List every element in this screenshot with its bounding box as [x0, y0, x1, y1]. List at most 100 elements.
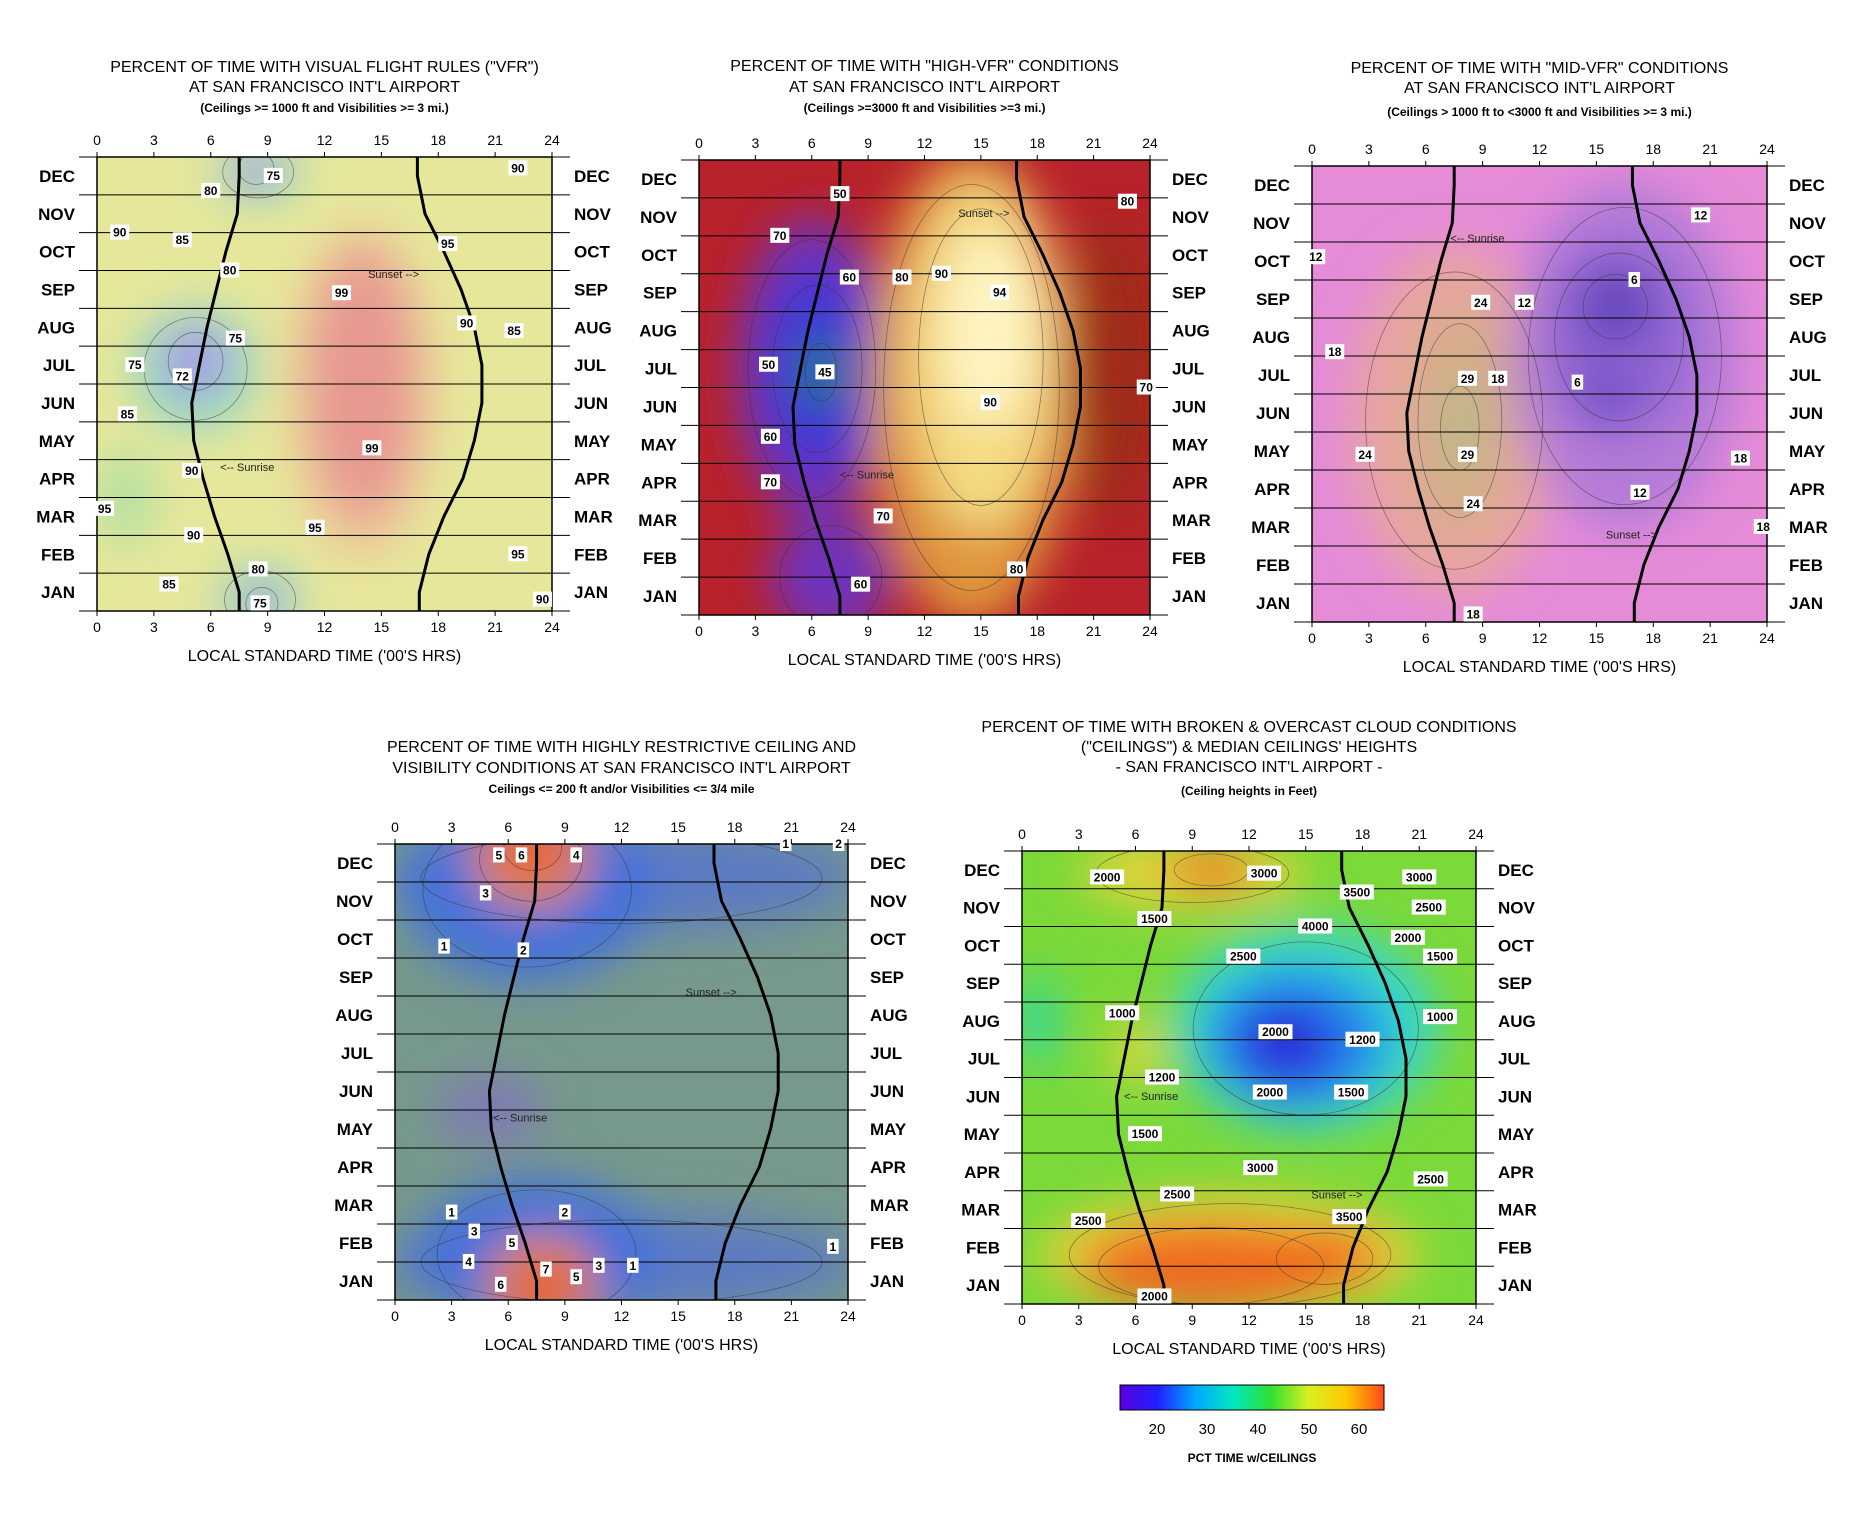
- month-label-left: MAR: [638, 511, 677, 530]
- contour-label-text: 18: [1734, 452, 1748, 466]
- contour-label-bg: [1334, 1084, 1369, 1100]
- contour-label-text: 1200: [1149, 1071, 1176, 1085]
- contour-label-text: 24: [1466, 497, 1480, 511]
- contour-label-text: 2000: [1395, 931, 1422, 945]
- hour-tick-label-bottom: 15: [1589, 630, 1605, 646]
- contour-line: [436, 1189, 637, 1300]
- sunrise-curve: [487, 844, 539, 1300]
- sunrise-curve: [1405, 166, 1456, 622]
- contour-label-text: 1: [782, 837, 789, 851]
- month-label-right: MAR: [1789, 518, 1828, 537]
- panel-title-line: AT SAN FRANCISCO INT'L AIRPORT: [789, 79, 1060, 96]
- contour-label-text: 3000: [1406, 870, 1433, 884]
- contour-value-label: 95: [508, 546, 528, 562]
- contour-label-text: 80: [1010, 563, 1024, 577]
- hour-tick-label-bottom: 0: [93, 619, 101, 635]
- contour-label-bg: [1463, 496, 1483, 512]
- contour-label-text: 1500: [1427, 950, 1454, 964]
- contour-label-bg: [462, 1254, 475, 1269]
- hour-tick-label-top: 18: [1645, 141, 1661, 157]
- hour-tick-label-top: 21: [1411, 826, 1427, 842]
- hour-tick-label-top: 9: [264, 132, 272, 148]
- contour-value-label: 1: [438, 938, 450, 954]
- contour-label-bg: [830, 186, 850, 202]
- contour-label-bg: [533, 591, 553, 607]
- contour-label-bg: [457, 315, 477, 331]
- hour-tick-label-bottom: 18: [430, 619, 446, 635]
- contour-label-text: 95: [441, 237, 455, 251]
- month-label-right: JUL: [1172, 360, 1204, 379]
- contour-value-label: 70: [1136, 379, 1156, 395]
- contour-label-text: 4: [465, 1255, 472, 1269]
- panel-title-line: PERCENT OF TIME WITH BROKEN & OVERCAST C…: [981, 719, 1516, 736]
- contour-label-text: 80: [895, 271, 909, 285]
- contour-value-label: 90: [184, 527, 204, 543]
- hour-tick-label-bottom: 9: [264, 619, 272, 635]
- hour-tick-label-top: 18: [430, 132, 446, 148]
- contour-label-bg: [815, 364, 835, 380]
- contour-label-text: 7: [543, 1263, 550, 1277]
- hour-tick-label-bottom: 24: [544, 619, 560, 635]
- hour-tick-label-bottom: 24: [1759, 630, 1775, 646]
- month-label-left: JAN: [643, 587, 677, 606]
- contour-value-label: 80: [1117, 193, 1137, 209]
- hour-tick-label-bottom: 3: [448, 1308, 456, 1324]
- contour-value-label: 94: [990, 284, 1010, 300]
- contour-label-bg: [506, 1235, 518, 1250]
- contour-label-bg: [1402, 869, 1437, 885]
- contour-label-text: 90: [460, 316, 474, 330]
- panel-title-line: - SAN FRANCISCO INT'L AIRPORT -: [1116, 759, 1383, 776]
- contour-label-text: 85: [176, 233, 190, 247]
- month-label-left: AUG: [335, 1006, 373, 1025]
- month-label-right: JUL: [574, 356, 606, 375]
- month-label-left: MAR: [334, 1196, 373, 1215]
- contour-label-bg: [508, 546, 528, 562]
- contour-value-label: 2: [832, 836, 845, 851]
- contour-label-bg: [1411, 899, 1446, 915]
- month-label-left: FEB: [1256, 556, 1290, 575]
- contour-line: [1554, 252, 1684, 422]
- hour-tick-label-top: 24: [1142, 135, 1158, 151]
- contour-value-label: 5: [506, 1235, 518, 1250]
- hour-tick-label-bottom: 21: [1411, 1312, 1427, 1328]
- contour-value-label: 6: [515, 847, 528, 863]
- contour-label-text: 3: [482, 886, 489, 900]
- hour-tick-label-top: 0: [695, 135, 703, 151]
- contour-label-text: 1: [441, 940, 448, 954]
- color-field: [395, 844, 848, 1300]
- contour-label-bg: [1423, 1009, 1458, 1025]
- contour-value-label: 2000: [1252, 1084, 1287, 1100]
- contour-label-text: 45: [818, 365, 832, 379]
- hour-tick-label-top: 21: [784, 819, 800, 835]
- month-label-left: DEC: [1254, 176, 1290, 195]
- contour-value-label: 12: [1630, 484, 1650, 500]
- colorbar-tick-label: 50: [1301, 1421, 1318, 1438]
- hour-tick-label-bottom: 0: [1308, 630, 1316, 646]
- contour-value-label: 18: [1488, 370, 1508, 386]
- contour-label-bg: [1137, 910, 1172, 926]
- field-blobs: [395, 844, 848, 1300]
- month-label-right: NOV: [870, 892, 908, 911]
- month-label-right: MAY: [870, 1120, 907, 1139]
- contour-value-label: 90: [533, 591, 553, 607]
- sunset-label: Sunset -->: [368, 269, 419, 281]
- sunset-curve: [1340, 851, 1408, 1304]
- panel-title-line: PERCENT OF TIME WITH VISUAL FLIGHT RULES…: [110, 59, 539, 76]
- month-label-right: MAY: [1789, 442, 1826, 461]
- contour-label-bg: [1345, 1031, 1380, 1047]
- contour-value-label: 70: [770, 227, 790, 243]
- contour-label-bg: [225, 330, 245, 346]
- contour-value-label: 1500: [1423, 948, 1458, 964]
- contour-label-text: 5: [509, 1236, 516, 1250]
- x-axis-label: LOCAL STANDARD TIME ('00'S HRS): [788, 652, 1061, 669]
- contour-value-label: 4000: [1298, 918, 1333, 934]
- contour-label-text: 3500: [1343, 886, 1370, 900]
- contour-value-label: 1: [827, 1238, 839, 1254]
- month-label-right: FEB: [870, 1234, 904, 1253]
- contour-label-text: 6: [1574, 376, 1581, 390]
- contour-label-text: 2: [835, 837, 842, 851]
- contour-label-bg: [1127, 1126, 1162, 1142]
- hour-tick-label-bottom: 6: [808, 623, 816, 639]
- contour-label-bg: [517, 942, 530, 958]
